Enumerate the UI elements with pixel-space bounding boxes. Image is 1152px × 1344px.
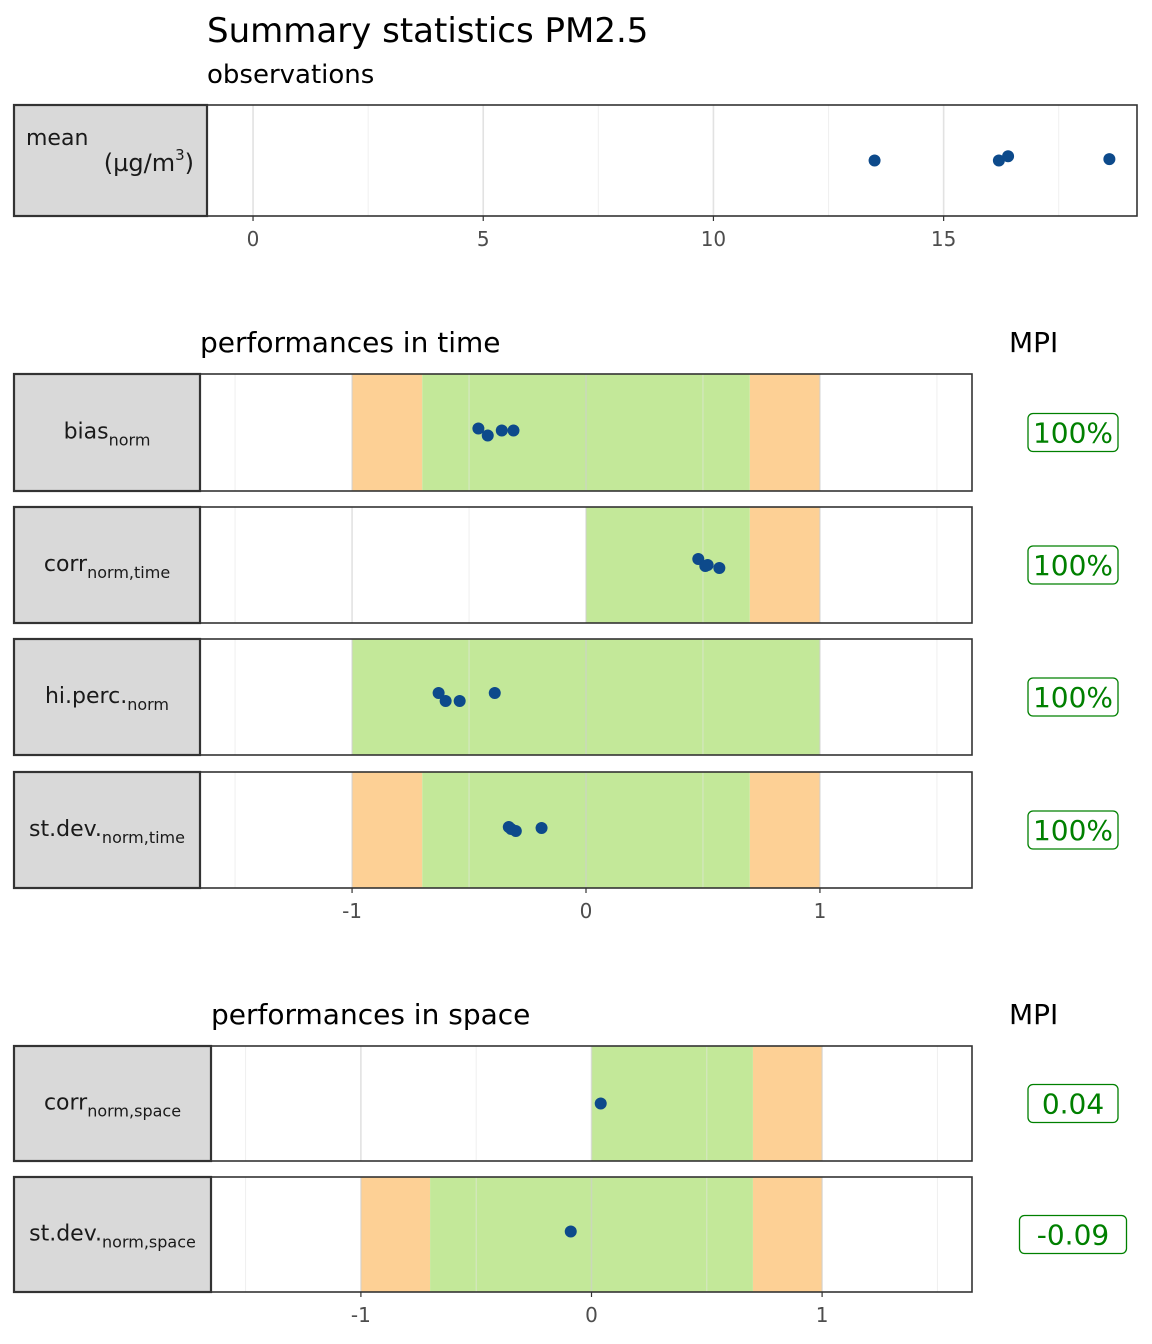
chart0-facet0-strip-label: mean [26,126,88,151]
space-panel-title: performances in space [211,998,530,1031]
chart2-facet0-strip [12,1044,213,1163]
chart1-facet1-data-point-2 [699,560,712,572]
chart2-facet1-strip [12,1175,213,1294]
chart1-facet2-strip-label: hi.perc.norm [45,684,169,714]
chart1-x-tick-label-1: 0 [580,899,593,923]
observations-subtitle: observations [207,60,374,90]
chart0-facet0-strip [12,103,209,218]
chart2-facet0-green-band [591,1046,753,1161]
chart1-facet1-orange-band-0 [749,507,820,623]
time-mpi-header: MPI [1009,326,1058,359]
chart2-facet0-strip-label: corrnorm,space [44,1091,181,1121]
chart1-facet3-strip [12,770,202,890]
chart1-facet1-mpi-badge [1027,545,1119,585]
chart1-facet0-data-point-1 [481,429,494,442]
space-mpi-header: MPI [1009,998,1058,1031]
chart0-facet0-data-point-2 [1002,150,1015,163]
chart1-facet3-mpi-value: 100% [1033,814,1113,847]
chart1-x-tick-label-0: -1 [342,899,362,923]
chart1-facet3-data-point-2 [509,825,522,837]
chart1-facet0-data-point-3 [507,424,520,437]
chart1-facet0-strip-label: biasnorm [64,420,151,450]
chart2-facet1-strip-label: st.dev.norm,space [29,1222,196,1252]
time-panel-title: performances in time [200,326,501,359]
chart1-facet3-orange-band-1 [749,772,820,888]
chart0-facet0-strip-unit: (µg/m3) [104,146,194,177]
chart0-x-tick-label-0: 0 [247,227,260,251]
chart2-x-tick-label-1: 0 [585,1303,598,1327]
chart1-facet2-mpi-value: 100% [1033,681,1113,714]
chart1-facet3-strip-label: st.dev.norm,time [29,817,185,847]
chart1-facet0-mpi-value: 100% [1033,417,1113,450]
chart0-facet0-data-point-1 [992,154,1005,167]
chart1-x-tick-label-2: 1 [814,899,827,923]
chart1-facet1-green-band [586,507,750,623]
chart2-facet1-mpi-value: -0.09 [1037,1219,1109,1252]
chart1-facet2-strip [12,637,202,757]
chart1-facet0-orange-band-0 [352,374,423,491]
chart-title: Summary statistics PM2.5 [207,11,648,51]
chart1-facet0-data-point-2 [495,424,508,437]
chart1-facet3-data-point-3 [535,822,548,834]
chart2-facet0-mpi-value: 0.04 [1042,1088,1104,1121]
chart0-x-tick-label-1: 5 [477,227,490,251]
chart1-facet0-data-point-0 [472,422,485,435]
chart1-facet2-data-point-1 [439,695,452,707]
chart2-facet0-data-point-0 [594,1097,607,1110]
chart1-facet2-data-point-2 [453,695,466,707]
chart2-x-tick-label-2: 1 [816,1303,829,1327]
chart2-x-tick-label-0: -1 [351,1303,371,1327]
chart2-facet1-orange-band-1 [752,1177,823,1292]
chart2-facet1-mpi-badge [1018,1214,1128,1255]
chart1-facet0-orange-band-1 [749,374,820,491]
chart0-facet0-panel-background [207,105,1137,216]
chart2-facet1-data-point-0 [564,1225,577,1238]
chart1-facet1-strip-label: corrnorm,time [44,552,170,582]
chart0-facet0-data-point-3 [1103,153,1116,166]
chart2-facet1-orange-band-0 [360,1177,431,1292]
chart0-x-tick-label-2: 10 [701,227,726,251]
chart1-facet0-mpi-badge [1027,412,1119,453]
chart1-facet1-data-point-3 [713,562,726,574]
chart2-facet0-mpi-badge [1027,1083,1119,1124]
chart1-facet2-data-point-0 [432,687,445,699]
chart1-facet2-data-point-3 [488,687,501,699]
chart1-facet0-strip [12,372,202,493]
chart1-facet3-mpi-badge [1027,810,1119,850]
chart1-facet1-mpi-value: 100% [1033,549,1113,582]
chart1-facet1-strip [12,505,202,625]
chart0-facet0-data-point-0 [868,154,881,167]
chart1-facet2-mpi-badge [1027,677,1119,717]
chart2-facet0-orange-band-0 [752,1046,823,1161]
chart1-facet3-orange-band-0 [352,772,423,888]
chart0-x-tick-label-3: 15 [931,227,956,251]
